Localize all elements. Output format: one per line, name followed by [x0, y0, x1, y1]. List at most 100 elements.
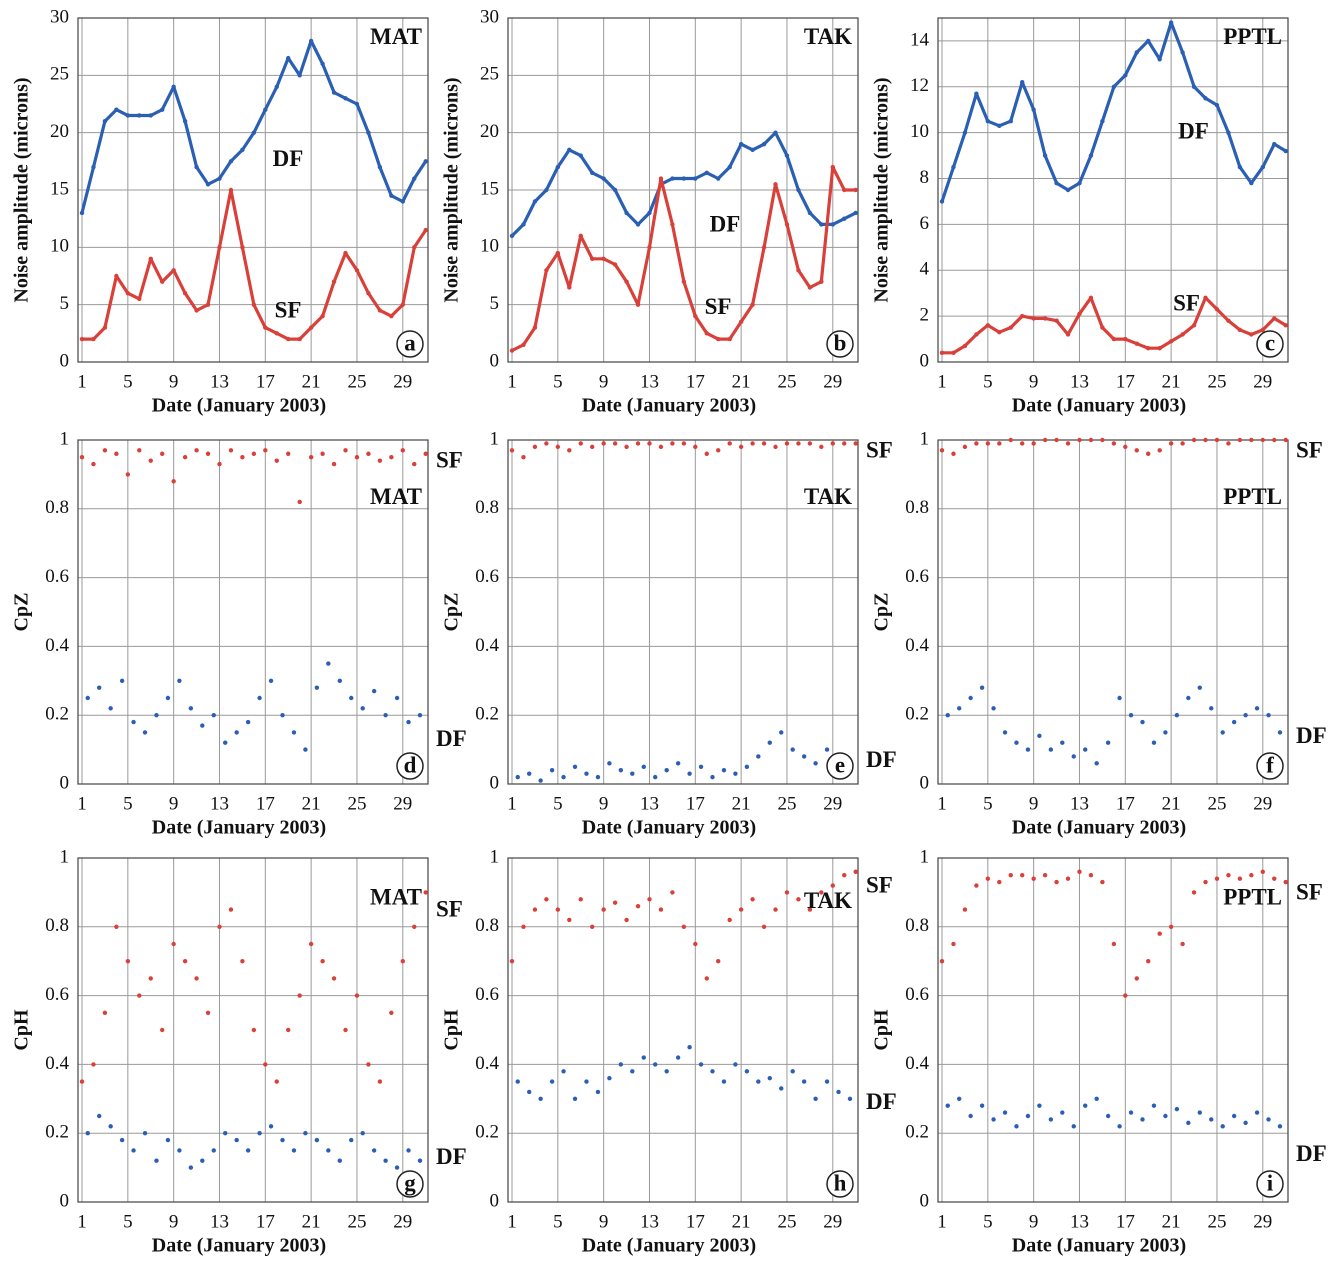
data-point: [1031, 107, 1036, 112]
data-point: [366, 451, 371, 456]
data-point: [91, 1062, 96, 1067]
data-point: [939, 448, 945, 453]
x-tick-label: 13: [210, 371, 229, 392]
data-point: [1163, 1113, 1168, 1119]
x-tick-label: 17: [256, 1211, 275, 1232]
data-point: [974, 883, 979, 888]
series-label: SF: [436, 448, 463, 473]
data-point: [1014, 1124, 1019, 1129]
data-point: [1203, 879, 1208, 885]
series-label: SF: [866, 437, 893, 462]
data-point: [1186, 1120, 1191, 1126]
data-point: [1180, 332, 1185, 337]
data-point: [979, 1103, 985, 1108]
data-point: [744, 764, 750, 769]
data-point: [291, 1148, 297, 1153]
data-point: [91, 164, 96, 170]
data-point: [1065, 187, 1071, 193]
data-point: [945, 713, 950, 718]
x-tick-label: 5: [123, 793, 133, 814]
data-point: [538, 778, 543, 783]
panel-letter: a: [404, 330, 416, 355]
y-tick-label: 1: [920, 846, 930, 867]
y-tick-label: 30: [50, 6, 69, 27]
data-point: [1191, 437, 1197, 443]
data-point: [991, 706, 996, 711]
data-point: [1237, 327, 1243, 333]
data-point: [1077, 869, 1082, 874]
data-point: [1186, 695, 1191, 701]
data-point: [790, 1069, 795, 1074]
data-point: [171, 84, 176, 90]
data-point: [670, 176, 675, 181]
data-point: [125, 113, 131, 118]
panel: 0 0.2 0.4 0.6 0.8 1 1 5 9 13 17 21 25 29 Date (January…: [11, 428, 467, 838]
data-point: [1168, 441, 1174, 446]
x-tick-label: 1: [937, 1211, 947, 1232]
data-point: [125, 472, 131, 477]
data-point: [337, 678, 342, 683]
data-point: [853, 210, 858, 216]
data-point: [349, 695, 354, 701]
data-point: [578, 233, 583, 239]
x-tick-label: 9: [599, 1211, 609, 1232]
x-tick-label: 25: [1207, 371, 1226, 392]
data-point: [750, 897, 755, 902]
y-tick-label: 0.6: [45, 984, 69, 1005]
plot-frame: [507, 17, 859, 363]
data-point: [572, 1096, 578, 1102]
data-point: [1146, 346, 1151, 351]
data-point: [1094, 1096, 1099, 1102]
data-point: [1117, 1124, 1122, 1129]
data-point: [738, 319, 744, 325]
data-point: [160, 107, 165, 112]
data-point: [1237, 437, 1243, 443]
data-point: [297, 993, 302, 998]
data-point: [1226, 130, 1231, 135]
data-point: [331, 461, 337, 467]
data-point: [177, 1148, 182, 1153]
data-point: [1168, 924, 1174, 929]
data-point: [612, 900, 618, 905]
data-point: [1260, 327, 1265, 333]
data-point: [1180, 941, 1185, 947]
data-point: [801, 754, 807, 759]
data-point: [1197, 1110, 1202, 1115]
x-axis-label: Date (January 2003): [1012, 395, 1186, 417]
data-point: [773, 182, 778, 187]
data-point: [532, 444, 538, 450]
data-point: [635, 903, 641, 909]
data-point: [182, 291, 188, 296]
data-point: [108, 706, 113, 711]
data-point: [544, 187, 549, 193]
data-point: [114, 107, 119, 112]
data-point: [767, 1075, 772, 1081]
data-point: [1025, 1113, 1031, 1119]
data-point: [624, 444, 629, 450]
data-point: [263, 448, 268, 453]
data-point: [1042, 437, 1048, 443]
series-label: SF: [866, 872, 893, 897]
data-point: [1197, 685, 1202, 690]
x-axis-label: Date (January 2003): [1012, 1235, 1186, 1257]
data-point: [641, 1055, 646, 1060]
y-tick-label: 5: [490, 293, 500, 314]
data-point: [308, 941, 314, 947]
y-tick-label: 0: [60, 1190, 70, 1211]
data-point: [641, 764, 646, 769]
data-point: [842, 441, 847, 446]
data-point: [761, 141, 767, 147]
data-point: [154, 1158, 159, 1163]
data-point: [308, 38, 314, 44]
y-tick-label: 0.6: [905, 566, 929, 587]
x-tick-label: 21: [302, 371, 321, 392]
series-label: DF: [866, 1089, 897, 1114]
data-point: [96, 685, 102, 690]
panel-letter: b: [834, 330, 847, 355]
data-point: [1249, 332, 1254, 337]
data-point: [200, 1158, 205, 1163]
x-tick-label: 9: [599, 371, 609, 392]
data-point: [1191, 84, 1197, 90]
